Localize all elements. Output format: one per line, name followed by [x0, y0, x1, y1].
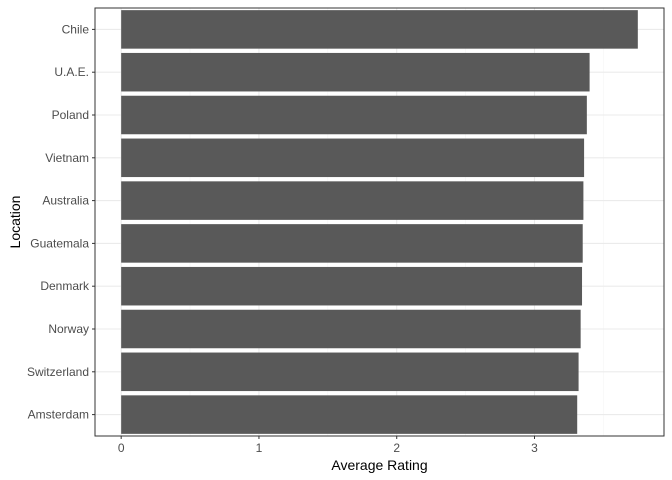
y-axis-title: Location	[7, 196, 23, 249]
bar	[121, 138, 585, 178]
x-tick-label: 3	[531, 441, 538, 455]
y-tick-label: Australia	[42, 194, 89, 208]
bar	[121, 352, 579, 392]
y-tick-label: Vietnam	[45, 151, 89, 165]
x-tick-label: 2	[393, 441, 400, 455]
bar	[121, 95, 587, 135]
bar	[121, 52, 590, 92]
panel-border	[94, 7, 665, 437]
y-tick-label: Switzerland	[27, 365, 89, 379]
bar	[121, 266, 583, 306]
bar	[121, 224, 583, 263]
bar	[121, 395, 578, 434]
bar	[121, 181, 584, 220]
y-tick-label: Chile	[62, 22, 90, 36]
x-tick-label: 1	[256, 441, 263, 455]
x-tick-label: 0	[118, 441, 125, 455]
y-tick-label: Amsterdam	[28, 408, 89, 422]
y-tick-label: Denmark	[40, 279, 90, 293]
bars	[121, 10, 638, 434]
x-axis-title: Average Rating	[331, 457, 427, 473]
y-tick-label: Guatemala	[30, 236, 89, 250]
y-tick-label: Norway	[48, 322, 89, 336]
bar	[121, 309, 581, 349]
y-tick-label: Poland	[52, 108, 89, 122]
y-tick-label: U.A.E.	[54, 65, 89, 79]
y-axis: Chile U.A.E. Poland Vietnam Australia Guatema…	[27, 22, 95, 422]
bar	[121, 10, 638, 49]
x-axis: 0 1 2 3	[118, 436, 538, 455]
